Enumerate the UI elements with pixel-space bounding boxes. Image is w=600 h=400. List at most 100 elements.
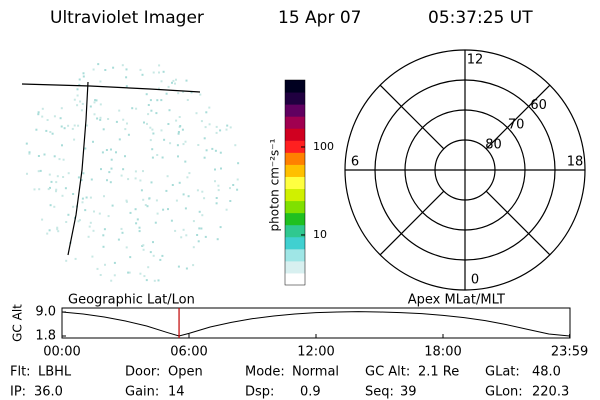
pixel [46, 232, 49, 235]
pixel [62, 158, 65, 161]
pixel [53, 115, 56, 118]
pixel [72, 193, 75, 195]
footer-value: 48.0 [532, 365, 561, 380]
pixel [215, 197, 218, 199]
pixel [74, 257, 77, 260]
pixel [104, 263, 106, 266]
pixel [110, 148, 112, 151]
pixel [110, 158, 113, 161]
color-segment [285, 164, 305, 177]
pixel [125, 76, 128, 79]
pixel [149, 126, 152, 129]
pixel [60, 125, 63, 128]
pixel [186, 176, 189, 179]
pixel [177, 132, 180, 135]
pixel [49, 204, 52, 207]
pixel [203, 137, 206, 140]
x-tick-label: 18:00 [424, 345, 461, 360]
pixel [159, 258, 162, 261]
color-segment [285, 236, 305, 250]
pixel [110, 279, 113, 282]
pixel [103, 228, 106, 231]
right-label: Apex MLat/MLT [408, 293, 505, 308]
pixel [229, 200, 232, 202]
pixel [103, 195, 105, 198]
left-label: Geographic Lat/Lon [68, 293, 195, 308]
pixel [138, 230, 141, 233]
pixel [82, 172, 85, 175]
pixel [60, 107, 63, 110]
color-segment [285, 188, 305, 202]
pixel [62, 176, 65, 178]
pixel [28, 151, 31, 154]
pixel [118, 138, 121, 141]
pixel [236, 188, 239, 191]
pixel [220, 167, 222, 170]
pixel [35, 128, 38, 131]
pixel [188, 172, 191, 175]
y-tick-label: 1.8 [35, 329, 56, 344]
pixel [160, 99, 163, 102]
pixel [204, 126, 207, 129]
pixel [124, 155, 126, 158]
pixel [219, 129, 222, 132]
pixel [99, 103, 102, 106]
pixel [217, 184, 220, 187]
pixel [146, 205, 149, 208]
pixel [199, 93, 202, 96]
pixel [108, 171, 111, 174]
pixel [219, 226, 222, 229]
pixel [88, 225, 91, 228]
pixel [140, 189, 143, 192]
pixel [158, 87, 160, 90]
pixel [172, 79, 175, 82]
pixel [142, 244, 145, 247]
pixel [196, 189, 199, 192]
pixel [50, 180, 53, 183]
pixel [56, 226, 59, 229]
footer-value: 39 [400, 385, 417, 400]
pixel [38, 188, 41, 191]
pixel [95, 99, 98, 102]
pixel [71, 127, 74, 130]
pixel [147, 104, 150, 106]
pixel [85, 196, 88, 199]
mlt-spoke [485, 84, 551, 150]
pixel [120, 174, 123, 177]
pixel [156, 212, 159, 215]
pixel [72, 205, 75, 208]
pixel [125, 246, 128, 249]
pixel [94, 99, 97, 102]
pixel [134, 177, 137, 180]
pixel [28, 152, 31, 155]
pixel [107, 118, 110, 120]
pixel [198, 210, 201, 213]
pixel [226, 124, 229, 127]
pixel [55, 190, 57, 193]
mlt-spoke [485, 190, 551, 256]
pixel [77, 124, 80, 127]
pixel [171, 184, 174, 186]
pixel [51, 132, 54, 135]
pixel [96, 117, 99, 120]
pixel [37, 170, 40, 173]
pixel [87, 235, 90, 238]
pixel [190, 91, 193, 94]
footer-value: Open [168, 365, 203, 380]
pixel [125, 68, 128, 71]
pixel [177, 155, 179, 158]
pixel [161, 156, 164, 159]
pixel [179, 125, 182, 127]
pixel [131, 107, 134, 110]
footer-value: 14 [168, 385, 185, 400]
pixel [185, 234, 188, 237]
pixel [25, 142, 28, 145]
pixel [162, 208, 165, 211]
pixel [118, 109, 121, 112]
pixel [80, 109, 83, 112]
pixel [76, 94, 79, 97]
pixel [105, 149, 108, 151]
y-axis-label: GC Alt [11, 304, 25, 342]
pixel [89, 105, 92, 108]
pixel [48, 173, 51, 176]
